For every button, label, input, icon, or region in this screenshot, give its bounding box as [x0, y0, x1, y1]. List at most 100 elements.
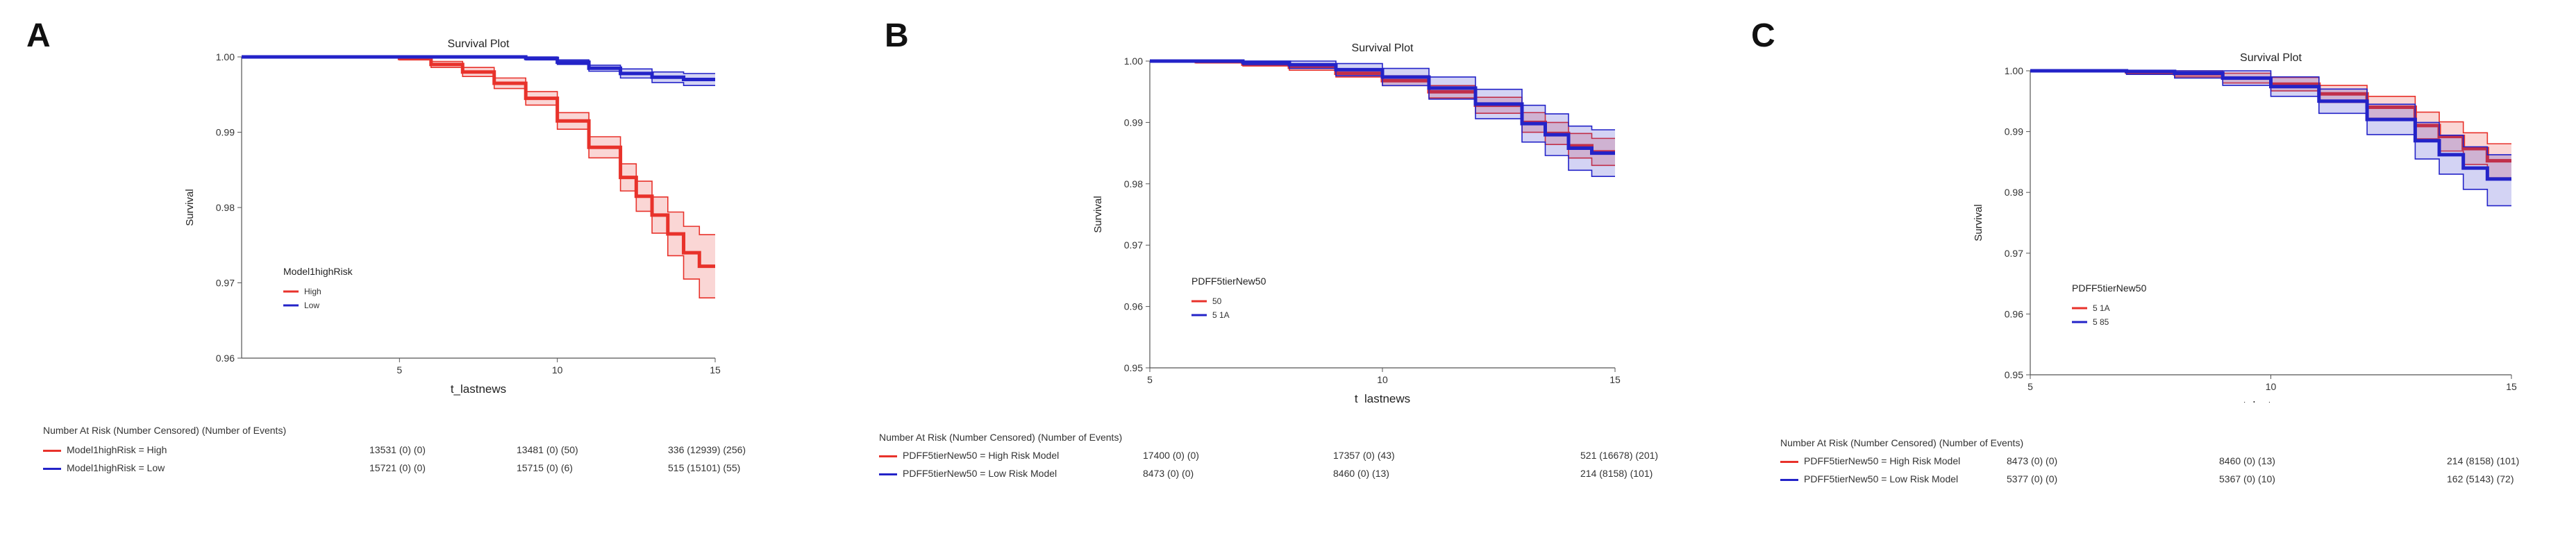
legend-label: 50	[1212, 296, 1222, 306]
risk-row-swatch	[1780, 479, 1798, 481]
panel-c: C Survival Plot 0.95 0.96 0.97 0.98 0.99 1.00 5…	[1716, 0, 2575, 549]
x-axis-label: t_lastnews	[451, 382, 506, 396]
legend-title: PDFF5tierNew50	[2072, 282, 2147, 294]
risk-cell: 5377 (0) (0)	[2007, 473, 2058, 484]
legend-label: Low	[304, 301, 319, 310]
survival-chart-a: Survival Plot 0.96 0.97 0.98 0.99 1.00 5 10 15 t_…	[184, 38, 721, 396]
survival-curve	[242, 55, 715, 269]
legend-label: 5 85	[2093, 317, 2109, 327]
risk-table-row: Model1highRisk = Low 15721 (0) (0) 15715…	[43, 462, 842, 475]
y-tick-label: 0.99	[2005, 126, 2023, 137]
y-tick-label: 0.98	[2005, 187, 2023, 198]
risk-row-swatch	[879, 455, 897, 457]
y-tick-label: 0.95	[1124, 362, 1143, 373]
chart-title: Survival Plot	[2240, 52, 2302, 64]
legend-label: 5 1A	[1212, 310, 1230, 320]
y-tick-label: 0.97	[2005, 248, 2023, 259]
risk-row-label: PDFF5tierNew50 = High Risk Model	[1804, 455, 1961, 466]
confidence-band	[242, 57, 715, 298]
risk-row-swatch	[879, 473, 897, 475]
risk-table-title: Number At Risk (Number Censored) (Number…	[1780, 437, 2024, 448]
risk-table-row: PDFF5tierNew50 = High Risk Model 17400 (…	[879, 450, 1698, 462]
x-tick-label: 10	[1377, 374, 1388, 385]
risk-cell: 5367 (0) (10)	[2219, 473, 2275, 484]
risk-cell: 17400 (0) (0)	[1143, 450, 1199, 461]
confidence-band	[2030, 71, 2511, 178]
risk-table-row: PDFF5tierNew50 = Low Risk Model 8473 (0)…	[879, 468, 1698, 480]
chart-title: Survival Plot	[448, 38, 510, 50]
survival-curve	[242, 55, 715, 82]
y-tick-label: 0.98	[216, 202, 235, 213]
risk-table-title: Number At Risk (Number Censored) (Number…	[879, 432, 1123, 443]
y-axis-label: Survival	[1973, 204, 1984, 241]
risk-table-title: Number At Risk (Number Censored) (Number…	[43, 425, 287, 436]
upper-ci-line	[2030, 70, 2511, 155]
confidence-band	[1150, 61, 1615, 177]
survival-chart-c: Survival Plot 0.95 0.96 0.97 0.98 0.99 1.00 5 10…	[1973, 52, 2517, 403]
risk-table-row: Model1highRisk = High 13531 (0) (0) 1348…	[43, 444, 842, 457]
risk-row-label: PDFF5tierNew50 = High Risk Model	[903, 450, 1060, 461]
chart-title: Survival Plot	[1352, 42, 1414, 54]
y-tick-label: 1.00	[1124, 56, 1143, 67]
panel-letter: B	[885, 17, 909, 54]
y-tick-label: 0.98	[1124, 178, 1143, 189]
y-tick-label: 0.95	[2005, 369, 2023, 380]
upper-ci-line	[1150, 60, 1615, 130]
risk-cell: 15721 (0) (0)	[369, 462, 426, 473]
risk-cell: 521 (16678) (201)	[1580, 450, 1659, 461]
risk-cell: 13531 (0) (0)	[369, 444, 426, 455]
x-tick-label: 15	[2506, 381, 2517, 392]
y-tick-label: 0.97	[1124, 239, 1143, 251]
risk-row-swatch	[1780, 461, 1798, 463]
survival-curve	[2030, 69, 2511, 181]
y-tick-label: 0.96	[2005, 308, 2023, 319]
survival-chart-b: Survival Plot 0.95 0.96 0.97 0.98 0.99 1.00 5 10…	[1092, 42, 1621, 403]
legend-label: High	[304, 287, 321, 296]
y-tick-label: 1.00	[216, 51, 235, 62]
risk-table-row: PDFF5tierNew50 = High Risk Model 8473 (0…	[1780, 455, 2565, 468]
x-tick-label: 5	[396, 364, 402, 375]
x-tick-label: 15	[1609, 374, 1621, 385]
risk-cell: 13481 (0) (50)	[517, 444, 578, 455]
risk-row-label: PDFF5tierNew50 = Low Risk Model	[1804, 473, 1959, 484]
panel-letter: C	[1751, 17, 1775, 54]
legend-title: Model1highRisk	[283, 266, 353, 277]
risk-cell: 336 (12939) (256)	[668, 444, 746, 455]
x-tick-label: 5	[2027, 381, 2033, 392]
survival-curve	[1150, 59, 1615, 155]
risk-row-label: Model1highRisk = High	[67, 444, 167, 455]
x-tick-label: 10	[552, 364, 563, 375]
risk-row-label: Model1highRisk = Low	[67, 462, 165, 473]
risk-cell: 162 (5143) (72)	[2447, 473, 2514, 484]
panel-a: A Survival Plot 0.96 0.97 0.98 0.99 1.00 5 10 15…	[0, 0, 858, 549]
risk-cell: 214 (8158) (101)	[2447, 455, 2520, 466]
legend-title: PDFF5tierNew50	[1191, 276, 1266, 287]
risk-row-swatch	[43, 468, 61, 470]
risk-cell: 515 (15101) (55)	[668, 462, 741, 473]
risk-row-swatch	[43, 450, 61, 452]
y-tick-label: 1.00	[2005, 65, 2023, 76]
x-tick-label: 10	[2266, 381, 2277, 392]
lower-ci-line	[2030, 70, 2511, 207]
x-tick-label: 5	[1147, 374, 1153, 385]
x-tick-label: 15	[710, 364, 721, 375]
y-axis-label: Survival	[1092, 196, 1104, 233]
lower-ci-line	[1150, 60, 1615, 177]
y-tick-label: 0.99	[216, 127, 235, 138]
risk-cell: 8460 (0) (13)	[2219, 455, 2275, 466]
risk-cell: 17357 (0) (43)	[1333, 450, 1395, 461]
legend-label: 5 1A	[2093, 303, 2110, 313]
x-axis-label: t_lastnews	[1355, 392, 1410, 403]
risk-table-row: PDFF5tierNew50 = Low Risk Model 5377 (0)…	[1780, 473, 2565, 486]
panel-letter: A	[26, 17, 51, 54]
risk-cell: 8473 (0) (0)	[1143, 468, 1194, 479]
y-tick-label: 0.96	[216, 353, 235, 364]
y-tick-label: 0.97	[216, 278, 235, 289]
risk-cell: 8473 (0) (0)	[2007, 455, 2058, 466]
y-tick-label: 0.99	[1124, 117, 1143, 128]
risk-row-label: PDFF5tierNew50 = Low Risk Model	[903, 468, 1057, 479]
risk-cell: 15715 (0) (6)	[517, 462, 573, 473]
risk-cell: 8460 (0) (13)	[1333, 468, 1389, 479]
x-axis-label: t_lastnews	[2243, 399, 2298, 403]
y-tick-label: 0.96	[1124, 301, 1143, 312]
